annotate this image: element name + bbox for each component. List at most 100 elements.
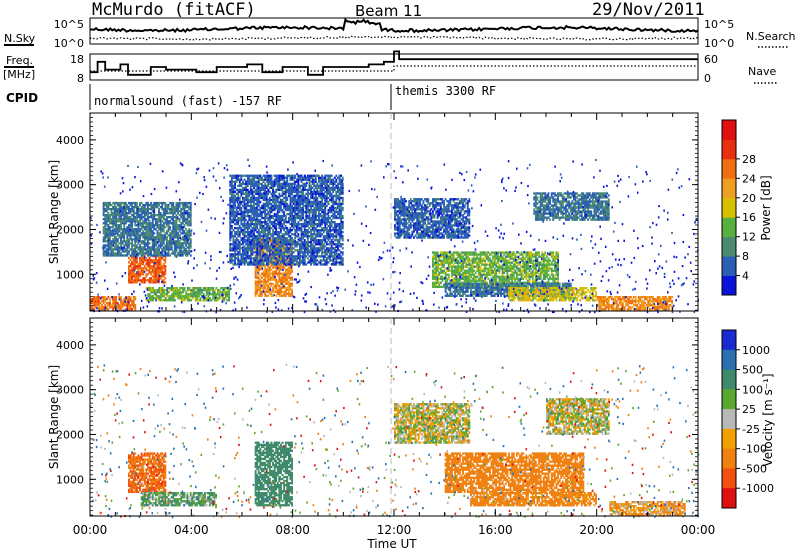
heatmap-cell — [286, 282, 289, 285]
heatmap-cell — [311, 218, 314, 222]
heatmap-cell — [140, 246, 143, 249]
heatmap-cell — [265, 268, 268, 271]
heatmap-cell — [338, 245, 341, 248]
heatmap-cell — [294, 249, 297, 252]
heatmap-cell — [139, 257, 141, 260]
heatmap-cell — [172, 224, 175, 227]
heatmap-cell — [341, 227, 344, 230]
heatmap-cell — [112, 298, 115, 301]
heatmap-cell — [186, 242, 189, 245]
heatmap-cell — [283, 221, 286, 224]
heatmap-cell — [167, 228, 170, 231]
heatmap-cell — [193, 287, 196, 290]
heatmap-cell — [265, 178, 268, 181]
heatmap-cell — [128, 281, 130, 284]
heatmap-cell — [278, 202, 281, 206]
heatmap-cell — [335, 174, 338, 177]
heatmap-cell — [278, 208, 281, 212]
heatmap-cell — [153, 293, 156, 296]
heatmap-cell — [160, 291, 162, 294]
heatmap-cell — [112, 242, 115, 245]
heatmap-cell — [272, 180, 274, 183]
heatmap-cell — [210, 287, 213, 290]
heatmap-cell — [154, 238, 157, 241]
heatmap-cell — [303, 223, 306, 226]
heatmap-cell — [124, 248, 127, 251]
heatmap-cell — [278, 274, 281, 277]
heatmap-cell — [246, 214, 249, 218]
heatmap-cell — [161, 254, 164, 257]
heatmap-cell — [145, 248, 148, 251]
heatmap-cell — [308, 227, 311, 230]
heatmap-cell — [185, 228, 187, 231]
heatmap-cell — [243, 212, 246, 216]
heatmap-cell — [314, 229, 317, 232]
heatmap-cell — [289, 282, 292, 285]
heatmap-cell — [275, 290, 278, 293]
heatmap-cell — [110, 242, 113, 245]
heatmap-cell — [287, 258, 290, 261]
heatmap-cell — [132, 216, 135, 219]
heatmap-cell — [278, 188, 281, 192]
heatmap-cell — [332, 180, 335, 183]
heatmap-cell — [134, 201, 137, 205]
heatmap-cell — [131, 234, 134, 237]
heatmap-cell — [325, 249, 328, 252]
heatmap-cell — [238, 180, 241, 183]
heatmap-cell — [161, 216, 164, 219]
heatmap-cell — [294, 225, 297, 228]
heatmap-cell — [131, 275, 134, 278]
heatmap-cell — [150, 281, 153, 284]
heatmap-cell — [318, 208, 320, 212]
heatmap-cell — [234, 206, 236, 210]
heatmap-cell — [137, 238, 140, 241]
heatmap-cell — [289, 284, 292, 287]
heatmap-cell — [150, 246, 153, 249]
heatmap-cell — [319, 212, 322, 216]
heatmap-cell — [118, 246, 121, 249]
heatmap-cell — [142, 271, 145, 274]
heatmap-cell — [118, 306, 121, 309]
heatmap-cell — [237, 188, 240, 192]
heatmap-cell — [265, 288, 268, 291]
heatmap-cell — [311, 194, 314, 198]
heatmap-cell — [90, 298, 92, 301]
heatmap-cell — [302, 196, 305, 200]
heatmap-cell — [341, 216, 344, 220]
heatmap-cell — [283, 292, 286, 295]
heatmap-cell — [186, 297, 189, 300]
heatmap-cell — [340, 174, 343, 177]
heatmap-cell — [128, 267, 130, 270]
heatmap-cell — [321, 249, 324, 252]
heatmap-cell — [120, 306, 122, 309]
heatmap-cell — [228, 287, 230, 290]
heatmap-cell — [264, 190, 267, 194]
heatmap-cell — [308, 202, 311, 206]
heatmap-cell — [121, 232, 124, 235]
heatmap-cell — [126, 230, 129, 233]
heatmap-cell — [316, 208, 319, 212]
heatmap-cell — [264, 268, 267, 271]
heatmap-cell — [319, 235, 322, 238]
heatmap-cell — [280, 184, 282, 188]
heatmap-cell — [249, 192, 252, 196]
heatmap-cell — [162, 259, 165, 262]
heatmap-cell — [173, 254, 176, 257]
heatmap-cell — [313, 174, 316, 177]
heatmap-cell — [143, 255, 146, 258]
heatmap-cell — [238, 261, 241, 264]
heatmap-cell — [116, 208, 119, 211]
heatmap-cell — [259, 247, 262, 250]
heatmap-cell — [314, 210, 317, 214]
heatmap-cell — [218, 295, 221, 298]
heatmap-cell — [116, 224, 119, 227]
heatmap-cell — [330, 218, 333, 222]
heatmap-cell — [139, 265, 141, 268]
heatmap-cell — [286, 206, 289, 210]
heatmap-cell — [123, 224, 126, 227]
heatmap-cell — [280, 188, 282, 192]
heatmap-cell — [118, 254, 121, 257]
heatmap-cell — [303, 239, 306, 242]
heatmap-cell — [299, 247, 301, 250]
heatmap-cell — [251, 233, 254, 236]
